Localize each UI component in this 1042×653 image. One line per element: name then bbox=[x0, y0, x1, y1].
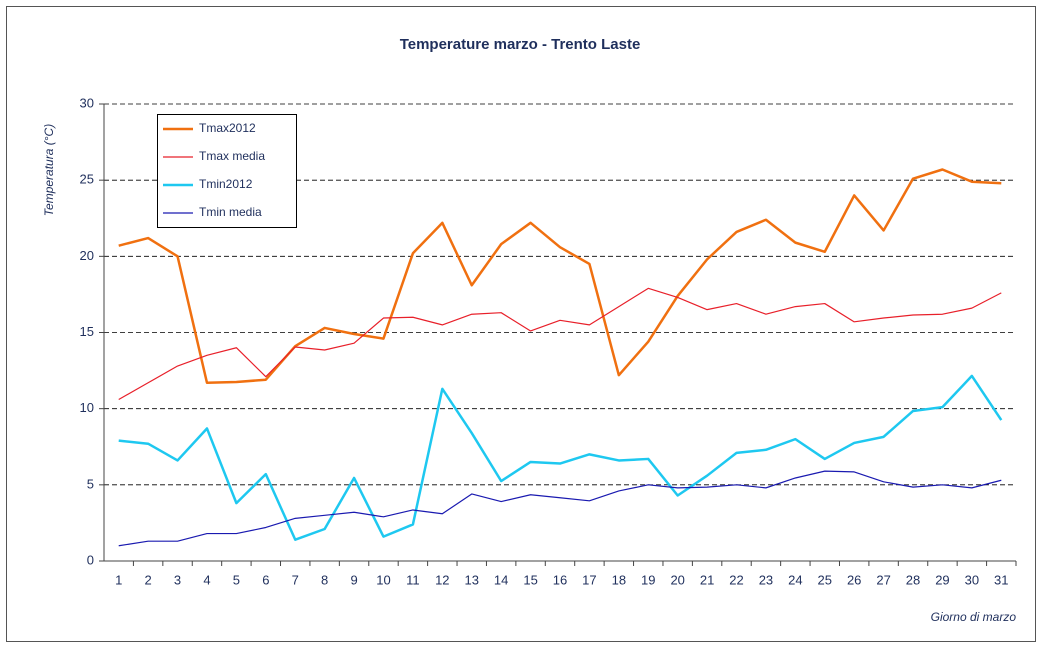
series-line bbox=[118, 168, 1002, 385]
y-tick-label: 0 bbox=[87, 552, 94, 567]
legend-box bbox=[157, 114, 297, 228]
y-tick-label: 10 bbox=[80, 400, 94, 415]
x-tick-label: 10 bbox=[376, 572, 390, 587]
x-tick-label: 24 bbox=[788, 572, 802, 587]
y-tick-label: 20 bbox=[80, 248, 94, 263]
legend-label: Tmin2012 bbox=[199, 177, 253, 191]
y-axis-title: Temperatura (°C) bbox=[42, 124, 56, 216]
x-tick-label: 13 bbox=[465, 572, 479, 587]
series-line bbox=[118, 470, 1002, 547]
x-tick-label: 29 bbox=[935, 572, 949, 587]
y-tick-label: 15 bbox=[80, 324, 94, 339]
x-axis-title: Giorno di marzo bbox=[931, 610, 1017, 624]
x-tick-label: 12 bbox=[435, 572, 449, 587]
x-tick-label: 11 bbox=[406, 572, 420, 587]
x-tick-label: 26 bbox=[847, 572, 861, 587]
x-tick-label: 6 bbox=[262, 572, 269, 587]
x-tick-label: 7 bbox=[292, 572, 299, 587]
y-tick-label: 5 bbox=[87, 476, 94, 491]
legend-label: Tmax2012 bbox=[199, 121, 256, 135]
x-tick-label: 9 bbox=[350, 572, 357, 587]
x-tick-label: 5 bbox=[233, 572, 240, 587]
series-line bbox=[118, 287, 1002, 401]
x-tick-label: 4 bbox=[203, 572, 210, 587]
x-tick-label: 16 bbox=[553, 572, 567, 587]
x-tick-label: 22 bbox=[729, 572, 743, 587]
x-tick-label: 8 bbox=[321, 572, 328, 587]
x-tick-label: 14 bbox=[494, 572, 508, 587]
x-tick-label: 27 bbox=[876, 572, 890, 587]
x-tick-label: 2 bbox=[145, 572, 152, 587]
x-tick-label: 20 bbox=[670, 572, 684, 587]
x-tick-label: 3 bbox=[174, 572, 181, 587]
series-line bbox=[118, 374, 1003, 541]
x-tick-label: 25 bbox=[818, 572, 832, 587]
x-tick-label: 18 bbox=[612, 572, 626, 587]
x-tick-label: 23 bbox=[759, 572, 773, 587]
x-tick-label: 17 bbox=[582, 572, 596, 587]
x-tick-label: 31 bbox=[994, 572, 1008, 587]
y-tick-label: 25 bbox=[80, 172, 94, 187]
legend-label: Tmax media bbox=[199, 149, 265, 163]
chart-border bbox=[6, 6, 1036, 642]
chart-title: Temperature marzo - Trento Laste bbox=[400, 36, 641, 53]
x-tick-label: 30 bbox=[965, 572, 979, 587]
x-tick-label: 28 bbox=[906, 572, 920, 587]
x-tick-label: 19 bbox=[641, 572, 655, 587]
y-tick-label: 30 bbox=[80, 95, 94, 110]
x-tick-label: 21 bbox=[700, 572, 714, 587]
x-tick-label: 15 bbox=[523, 572, 537, 587]
legend-label: Tmin media bbox=[199, 205, 262, 219]
x-tick-label: 1 bbox=[115, 572, 122, 587]
